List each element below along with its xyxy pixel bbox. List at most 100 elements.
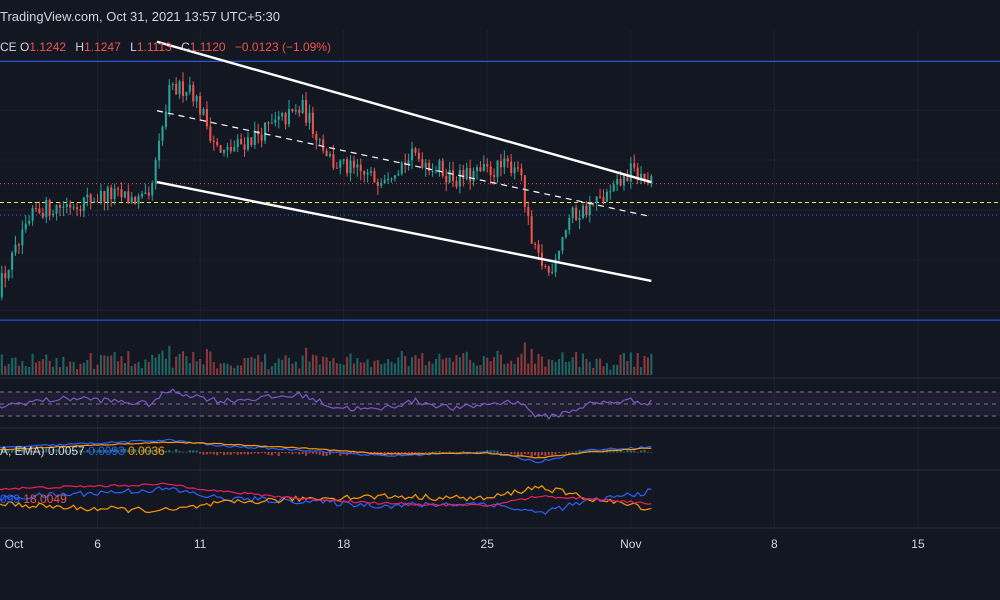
volume-bar	[229, 365, 232, 375]
macd-histogram-bar	[291, 452, 294, 455]
volume-bar	[38, 360, 41, 375]
macd-histogram-bar	[510, 452, 513, 455]
candle-body	[226, 146, 229, 150]
candle-body	[411, 148, 414, 161]
signal-line	[0, 441, 652, 459]
candle-body	[592, 202, 595, 204]
candle-body	[349, 160, 352, 174]
candle-body	[14, 244, 17, 253]
candle-body	[376, 182, 379, 186]
macd-histogram-bar	[612, 450, 615, 453]
macd-histogram-bar	[643, 449, 646, 453]
macd-histogram-bar	[178, 451, 181, 453]
candle-body	[212, 140, 215, 142]
volume-bar	[4, 365, 7, 375]
volume-bar	[369, 367, 373, 375]
candle-body	[93, 201, 96, 203]
candle-body	[82, 197, 85, 211]
macd-histogram-bar	[551, 452, 554, 456]
candle-body	[274, 119, 277, 123]
candle-body	[499, 160, 502, 168]
volume-bar	[301, 355, 304, 375]
ohlc-legend: CE O1.1242 H1.1247 L1.1113 C1.1120 −0.01…	[0, 40, 337, 54]
macd-histogram-bar	[421, 451, 424, 453]
rsi-pane	[0, 388, 1000, 420]
macd-histogram-bar	[140, 449, 144, 453]
macd-histogram-bar	[588, 448, 591, 453]
macd-histogram-bar	[489, 450, 492, 453]
candle-body	[527, 207, 530, 217]
candle-body	[503, 158, 506, 168]
macd-histogram-bar	[257, 452, 260, 454]
candle-body	[243, 144, 246, 150]
macd-histogram-bar	[328, 452, 332, 455]
macd-histogram-bar	[636, 452, 639, 453]
volume-bar	[178, 353, 181, 375]
volume-bar	[21, 361, 24, 375]
volume-bar	[253, 358, 256, 375]
volume-bar	[332, 357, 335, 375]
candle-body	[393, 175, 396, 179]
candle-body	[636, 167, 639, 181]
candle-body	[588, 202, 591, 216]
volume-bar	[305, 347, 308, 375]
candle-body	[140, 193, 144, 197]
candle-body	[188, 84, 191, 92]
macd-histogram-bar	[62, 451, 65, 453]
macd-histogram-bar	[417, 452, 420, 455]
volume-bar	[602, 366, 605, 375]
candle-body	[48, 200, 51, 216]
volume-bar	[595, 358, 598, 375]
macd-histogram-bar	[335, 452, 338, 454]
candle-body	[311, 112, 314, 134]
macd-histogram-bar	[233, 452, 236, 454]
volume-bar	[499, 354, 502, 375]
volume-bar	[69, 361, 72, 375]
macd-histogram-bar	[428, 452, 431, 454]
x-tick-label: 15	[911, 537, 925, 551]
candle-body	[438, 160, 441, 171]
candle-body	[342, 159, 345, 161]
channel-line	[156, 180, 652, 283]
volume-bar	[226, 363, 229, 375]
macd-histogram-bar	[205, 452, 208, 455]
candles	[0, 72, 653, 301]
candle-body	[168, 84, 171, 112]
x-tick-label: 25	[480, 537, 494, 551]
x-tick-label: 11	[193, 537, 207, 551]
candle-body	[581, 205, 584, 219]
candle-body	[277, 116, 280, 120]
macd-histogram-bar	[110, 449, 113, 453]
volume-bar	[475, 365, 479, 375]
volume-bar	[547, 359, 550, 375]
candle-body	[147, 192, 150, 196]
macd-histogram-bar	[322, 452, 325, 456]
volume-bar	[110, 355, 113, 375]
macd-value-2: 0.0093	[88, 444, 125, 458]
channel-lines	[156, 40, 652, 283]
volume-bar	[103, 355, 106, 375]
macd-histogram-bar	[561, 451, 564, 453]
macd-pane	[0, 438, 653, 464]
macd-histogram-bar	[127, 449, 130, 453]
candle-body	[469, 167, 472, 182]
macd-histogram-bar	[626, 450, 629, 453]
volume-bar	[291, 363, 294, 375]
macd-histogram-bar	[308, 452, 311, 454]
macd-histogram-bar	[123, 448, 126, 453]
candle-body	[383, 179, 386, 183]
volume-bar	[58, 367, 61, 375]
volume-bar	[516, 357, 520, 375]
volume-bar	[7, 363, 10, 375]
candle-body	[178, 81, 181, 95]
candle-body	[458, 170, 461, 187]
volume-bar	[646, 357, 649, 375]
macd-histogram-bar	[236, 452, 239, 455]
x-tick-label: Nov	[620, 537, 642, 551]
candle-body	[571, 207, 574, 218]
candle-body	[414, 148, 417, 153]
volume-bar	[393, 363, 396, 375]
macd-histogram-bar	[571, 451, 574, 453]
dmi-legend: 099 18.0049	[0, 492, 67, 506]
